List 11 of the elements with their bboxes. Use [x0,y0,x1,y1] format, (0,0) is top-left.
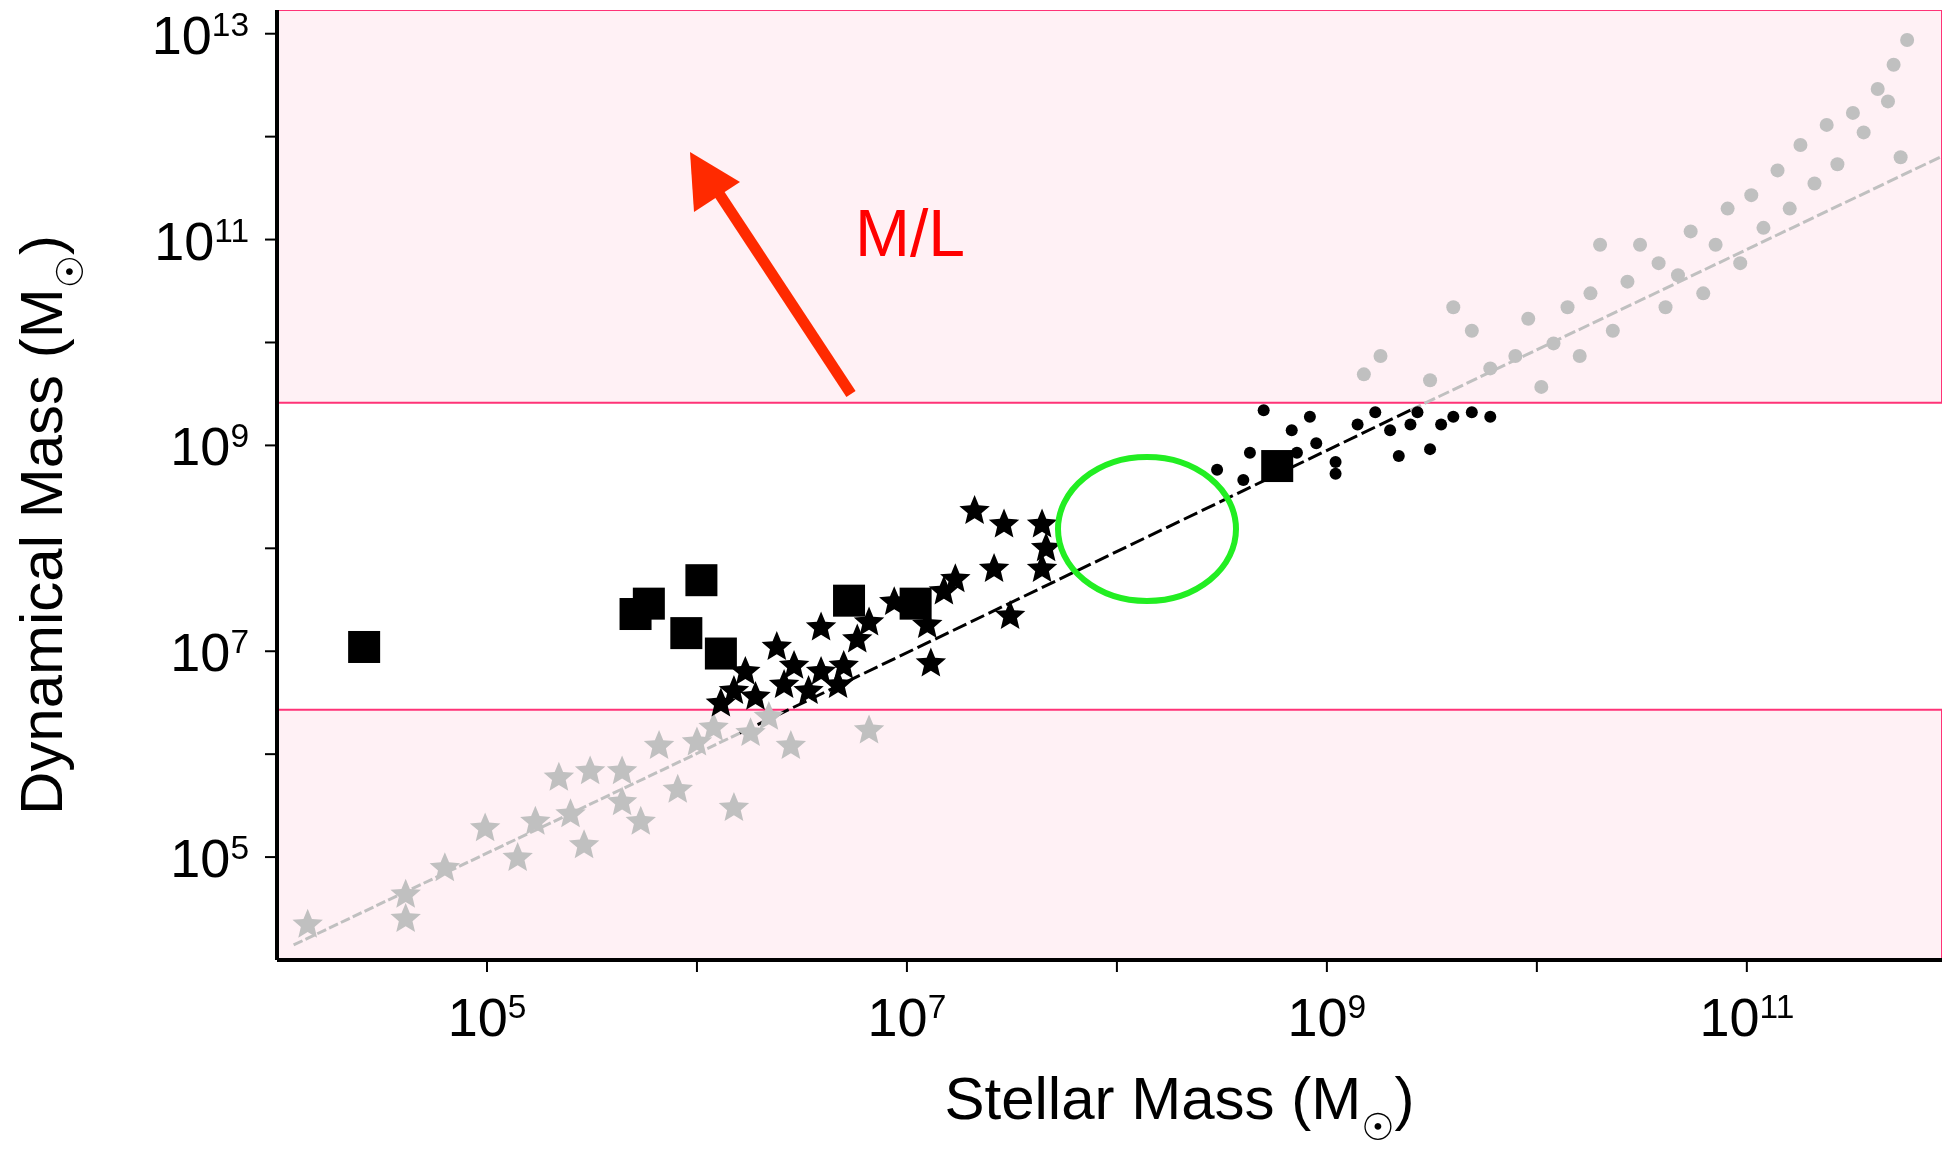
y-tick-label: 10$^{9}$ [170,416,249,477]
y-tick-label: 10$^{13}$ [151,4,249,65]
y-tick-label: 10$^{11}$ [154,210,249,271]
y-tick-label: 10$^{5}$ [170,828,249,889]
y-tick-label: 10$^{7}$ [170,622,249,683]
x-tick-label: 10$^{5}$ [447,987,527,1047]
x-tick-label: 10$^{11}$ [1699,987,1795,1047]
x-tick-label: 10$^{7}$ [867,987,947,1047]
x-axis-title: Stellar Mass (M$_{☉}$) [944,1065,1415,1148]
x-tick-label: 10$^{9}$ [1287,987,1367,1047]
annotation: M/L [854,196,966,270]
